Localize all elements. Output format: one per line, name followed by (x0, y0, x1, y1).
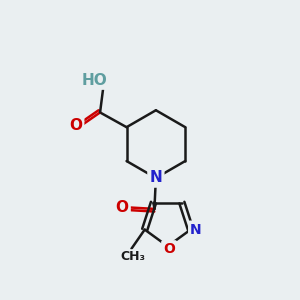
Text: O: O (69, 118, 82, 133)
Text: N: N (190, 223, 202, 237)
Text: HO: HO (81, 73, 107, 88)
Text: O: O (163, 242, 175, 256)
Text: CH₃: CH₃ (120, 250, 146, 263)
Text: O: O (116, 200, 128, 215)
Text: N: N (149, 170, 162, 185)
